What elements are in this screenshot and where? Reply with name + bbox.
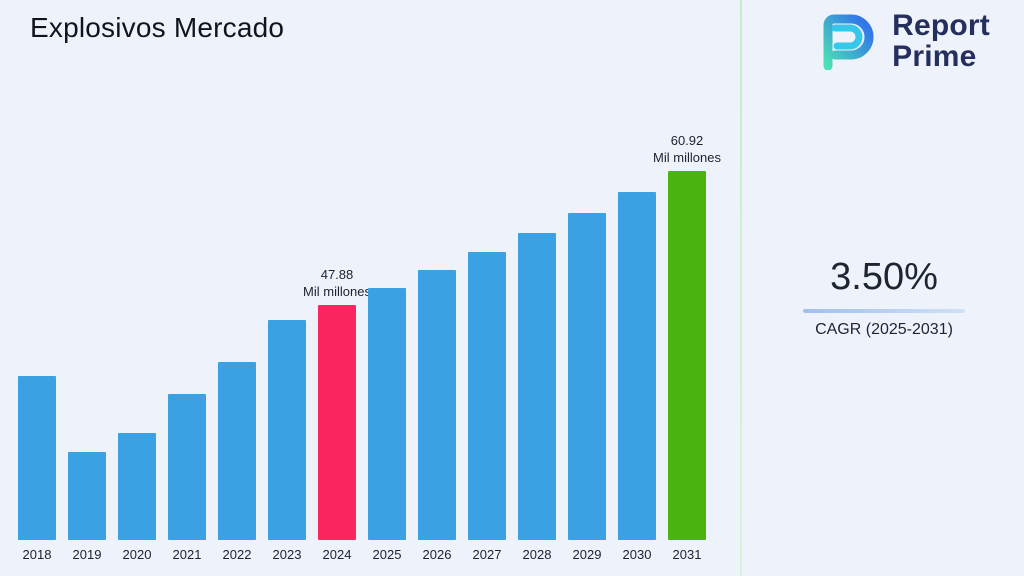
cagr-underline xyxy=(803,309,965,313)
bar-2022 xyxy=(218,362,256,540)
brand-name: Report Prime xyxy=(892,10,990,72)
brand-logo-icon xyxy=(823,14,874,70)
x-tick-2029: 2029 xyxy=(572,547,602,562)
cagr-block: 3.50% CAGR (2025-2031) xyxy=(803,256,965,339)
brand-name-report: Report xyxy=(892,9,990,42)
x-tick-2024: 2024 xyxy=(322,547,352,562)
x-tick-2030: 2030 xyxy=(622,547,652,562)
bar-2019 xyxy=(68,452,106,540)
bar-column-2028: 2028 xyxy=(518,233,556,562)
bar-2031 xyxy=(668,171,706,540)
bar-column-2025: 2025 xyxy=(368,288,406,562)
bar-column-2029: 2029 xyxy=(568,213,606,562)
bar-chart: 2018 2019 2020 2021 2022 2023 47.88 Mil millone… xyxy=(18,132,721,562)
bar-2028 xyxy=(518,233,556,540)
bar-column-2018: 2018 xyxy=(18,376,56,562)
brand-logo: Report Prime xyxy=(812,10,990,72)
page-title: Explosivos Mercado xyxy=(30,12,285,43)
brand-name-prime: Prime xyxy=(892,40,977,73)
bar-column-2020: 2020 xyxy=(118,433,156,562)
bar-2025 xyxy=(368,288,406,540)
x-tick-2026: 2026 xyxy=(422,547,452,562)
bar-column-2030: 2030 xyxy=(618,192,656,562)
x-tick-2031: 2031 xyxy=(672,547,702,562)
x-tick-2018: 2018 xyxy=(22,547,52,562)
x-tick-2023: 2023 xyxy=(272,547,302,562)
bar-2030 xyxy=(618,192,656,540)
bar-2020 xyxy=(118,433,156,540)
bar-column-2026: 2026 xyxy=(418,270,456,562)
bar-column-2021: 2021 xyxy=(168,394,206,562)
bar-column-2023: 2023 xyxy=(268,320,306,562)
bar-annotation-2024: 47.88 Mil millones xyxy=(303,267,371,299)
bar-2027 xyxy=(468,252,506,540)
x-tick-2019: 2019 xyxy=(72,547,102,562)
bar-column-2024: 47.88 Mil millones 2024 xyxy=(303,266,371,562)
x-tick-2027: 2027 xyxy=(472,547,502,562)
x-tick-2021: 2021 xyxy=(172,547,202,562)
bar-2023 xyxy=(268,320,306,540)
bar-column-2019: 2019 xyxy=(68,452,106,562)
x-tick-2028: 2028 xyxy=(522,547,552,562)
bar-2018 xyxy=(18,376,56,540)
bar-2021 xyxy=(168,394,206,540)
bar-2024 xyxy=(318,305,356,540)
bar-2026 xyxy=(418,270,456,540)
bar-column-2027: 2027 xyxy=(468,252,506,562)
bar-column-2031: 60.92 Mil millones 2031 xyxy=(653,132,721,562)
x-tick-2022: 2022 xyxy=(222,547,252,562)
x-tick-2025: 2025 xyxy=(372,547,402,562)
x-tick-2020: 2020 xyxy=(122,547,152,562)
vertical-divider xyxy=(740,0,742,576)
cagr-label: CAGR (2025-2031) xyxy=(815,321,953,338)
bar-2029 xyxy=(568,213,606,540)
bar-annotation-2031: 60.92 Mil millones xyxy=(653,133,721,165)
cagr-value: 3.50% xyxy=(830,256,938,298)
bar-column-2022: 2022 xyxy=(218,362,256,562)
